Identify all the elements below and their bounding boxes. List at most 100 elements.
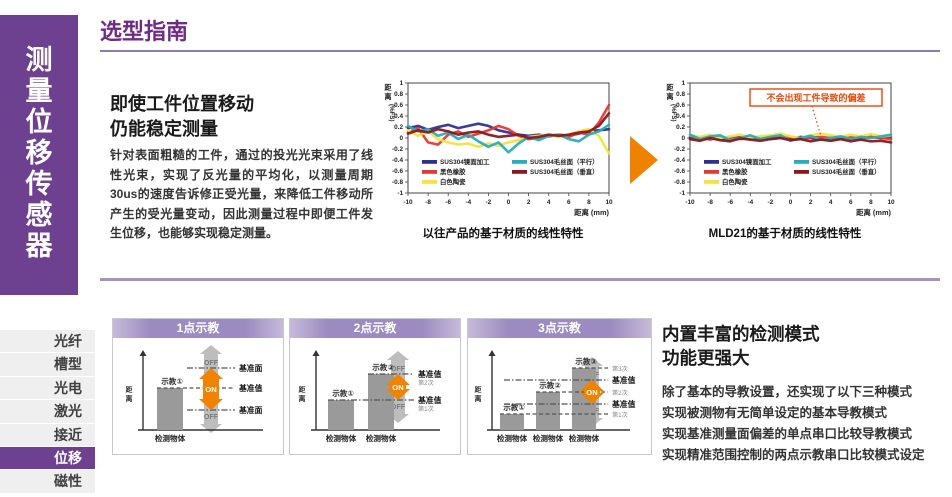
section2-line: 实现精准范围控制的两点示教串口比较模式设定 bbox=[662, 448, 925, 462]
svg-text:示教②: 示教② bbox=[539, 380, 561, 390]
sidebar-menu: 光纤 槽型 光电 激光 接近 位移 磁性 bbox=[0, 330, 95, 494]
title-rule bbox=[100, 50, 940, 52]
svg-text:ON: ON bbox=[205, 385, 216, 394]
svg-text:-2: -2 bbox=[486, 199, 492, 206]
svg-text:(%FS): (%FS) bbox=[388, 104, 395, 122]
svg-text:-2: -2 bbox=[768, 199, 774, 206]
svg-text:检测物体: 检测物体 bbox=[569, 433, 600, 443]
svg-text:8: 8 bbox=[587, 199, 591, 206]
svg-text:基准值: 基准值 bbox=[238, 383, 263, 393]
svg-text:基准值: 基准值 bbox=[611, 375, 636, 385]
svg-text:-6: -6 bbox=[445, 199, 451, 206]
svg-text:距离 (mm): 距离 (mm) bbox=[856, 208, 891, 217]
svg-text:-4: -4 bbox=[465, 199, 471, 206]
sidebar-menu-item[interactable]: 磁性 bbox=[0, 470, 95, 494]
legend-label: 黑色橡胶 bbox=[440, 167, 466, 176]
sidebar-menu-item[interactable]: 槽型 bbox=[0, 353, 95, 377]
svg-text:0.8: 0.8 bbox=[676, 91, 685, 98]
legend-label: 白色陶瓷 bbox=[440, 177, 466, 186]
svg-text:检测物体: 检测物体 bbox=[155, 433, 186, 443]
section2-lines: 除了基本的导教设置，还实现了以下三种模式 实现被测物有无简单设定的基本导教模式 … bbox=[662, 382, 947, 466]
sidebar-menu-item[interactable]: 激光 bbox=[0, 400, 95, 424]
sidebar-menu-item[interactable]: 接近 bbox=[0, 423, 95, 447]
svg-text:6: 6 bbox=[567, 199, 571, 206]
svg-text:0: 0 bbox=[789, 199, 793, 206]
svg-text:0.4: 0.4 bbox=[676, 113, 685, 120]
svg-text:-10: -10 bbox=[685, 199, 695, 206]
teaching-panel-3point-title: 3点示教 bbox=[468, 319, 651, 338]
svg-text:-0.8: -0.8 bbox=[674, 179, 685, 186]
legend-label: SUS304毛丝面（平行） bbox=[530, 157, 599, 166]
svg-text:示教①: 示教① bbox=[161, 376, 183, 386]
legend-label: SUS304镜面加工 bbox=[722, 157, 772, 166]
teaching-panel-2point-title: 2点示教 bbox=[290, 319, 460, 338]
svg-text:10: 10 bbox=[887, 199, 895, 206]
chart-mld21: 1 0.8 0.6 0.4 0.2 0 -0.2 -0.4 -0.6 -0.8 -1 -10 -8 -6 -… bbox=[660, 78, 910, 241]
legend-label: 黑色橡胶 bbox=[722, 167, 748, 176]
svg-text:OFF: OFF bbox=[204, 360, 219, 367]
teaching-panel-1point-diagram: OFF OFF 距离示教① 检测物体 ON 基准面 基准值 基准面 bbox=[113, 338, 283, 455]
chart-previous-products: 1 0.8 0.6 0.4 0.2 0 -0.2 -0.4 -0.6 -0.8 -1 -10 -8 -6 -… bbox=[378, 78, 628, 241]
svg-text:1: 1 bbox=[681, 80, 685, 87]
svg-text:示教①: 示教① bbox=[332, 388, 354, 398]
svg-text:-0.6: -0.6 bbox=[392, 168, 403, 175]
svg-text:离: 离 bbox=[666, 92, 673, 101]
svg-text:第2次: 第2次 bbox=[612, 389, 628, 397]
svg-text:示教①: 示教① bbox=[503, 402, 525, 412]
svg-text:基准面: 基准面 bbox=[238, 363, 263, 373]
category-vertical-title: 测量位移传感器 bbox=[25, 45, 53, 261]
section1-body: 针对表面粗糙的工件，通过的投光光束采用了线性光束，实现了反光量的平均化，以测量周… bbox=[110, 148, 373, 240]
section2-line: 实现被测物有无简单设定的基本导教模式 bbox=[662, 406, 888, 420]
section2-heading-line1: 内置丰富的检测模式 bbox=[662, 324, 820, 344]
svg-text:(%FS): (%FS) bbox=[670, 104, 677, 122]
teaching-diagram-svg: OFFOFF距离示教①检测物体示教②检测物体示教③检测物体ON第3次基准值第2次… bbox=[475, 350, 636, 443]
svg-text:-0.4: -0.4 bbox=[392, 157, 403, 164]
svg-text:基准面: 基准面 bbox=[238, 405, 263, 415]
svg-text:-0.4: -0.4 bbox=[674, 157, 685, 164]
linearity-chart-svg: 1 0.8 0.6 0.4 0.2 0 -0.2 -0.4 -0.6 -0.8 -1-10 -8 -6 -… bbox=[666, 80, 895, 217]
svg-text:示教②: 示教② bbox=[372, 362, 394, 372]
sidebar-menu-item[interactable]: 光电 bbox=[0, 376, 95, 401]
svg-text:-0.8: -0.8 bbox=[392, 179, 403, 186]
svg-text:第1次: 第1次 bbox=[612, 411, 628, 419]
svg-text:检测物体: 检测物体 bbox=[497, 433, 528, 443]
section2-text: 内置丰富的检测模式 功能更强大 除了基本的导教设置，还实现了以下三种模式 实现被… bbox=[662, 322, 947, 466]
sidebar-menu-item[interactable]: 位移 bbox=[0, 446, 95, 471]
svg-text:第3次: 第3次 bbox=[612, 365, 628, 373]
svg-text:第2次: 第2次 bbox=[418, 379, 434, 387]
section2-line: 除了基本的导教设置，还实现了以下三种模式 bbox=[662, 385, 913, 399]
svg-text:-1: -1 bbox=[679, 190, 685, 197]
svg-text:OFF: OFF bbox=[204, 414, 219, 421]
sidebar-menu-item[interactable]: 光纤 bbox=[0, 330, 95, 354]
chart-previous-products-plot: 1 0.8 0.6 0.4 0.2 0 -0.2 -0.4 -0.6 -0.8 -1 -10 -8 -6 -… bbox=[378, 78, 628, 223]
svg-text:OFF: OFF bbox=[391, 404, 406, 411]
teaching-panel-1point: 1点示教 OFF OFF 距离示教① 检测物体 ON 基准面 基准值 基准面 bbox=[112, 318, 284, 455]
svg-text:距: 距 bbox=[384, 83, 392, 92]
svg-text:4: 4 bbox=[829, 199, 833, 206]
svg-text:-0.6: -0.6 bbox=[674, 168, 685, 175]
svg-text:-4: -4 bbox=[747, 199, 753, 206]
svg-text:离: 离 bbox=[299, 394, 306, 403]
linearity-chart-svg: 1 0.8 0.6 0.4 0.2 0 -0.2 -0.4 -0.6 -0.8 -1-10 -8 -6 -… bbox=[384, 80, 613, 217]
legend-label: 白色陶瓷 bbox=[722, 177, 748, 186]
svg-text:距: 距 bbox=[299, 385, 306, 394]
section1-heading-line2: 仍能稳定测量 bbox=[110, 119, 218, 139]
svg-text:离: 离 bbox=[475, 394, 482, 403]
svg-text:10: 10 bbox=[605, 199, 613, 206]
teaching-panel-3point-diagram: OFFOFF距离示教①检测物体示教②检测物体示教③检测物体ON第3次基准值第2次… bbox=[468, 338, 651, 455]
series-line bbox=[406, 123, 611, 154]
svg-text:-1: -1 bbox=[397, 190, 403, 197]
svg-text:示教③: 示教③ bbox=[575, 356, 597, 366]
section1-heading-line1: 即使工件位置移动 bbox=[110, 94, 254, 114]
callout-text: 不会出现工件导致的偏差 bbox=[766, 92, 865, 103]
svg-text:距离 (mm): 距离 (mm) bbox=[574, 208, 609, 217]
svg-text:ON: ON bbox=[586, 388, 597, 397]
svg-text:8: 8 bbox=[869, 199, 873, 206]
legend-label: SUS304镜面加工 bbox=[440, 157, 490, 166]
svg-text:-6: -6 bbox=[727, 199, 733, 206]
teaching-panel-3point: 3点示教 OFFOFF距离示教①检测物体示教②检测物体示教③检测物体ON第3次基… bbox=[467, 318, 652, 455]
legend-label: SUS304毛丝面（垂直） bbox=[812, 167, 881, 176]
